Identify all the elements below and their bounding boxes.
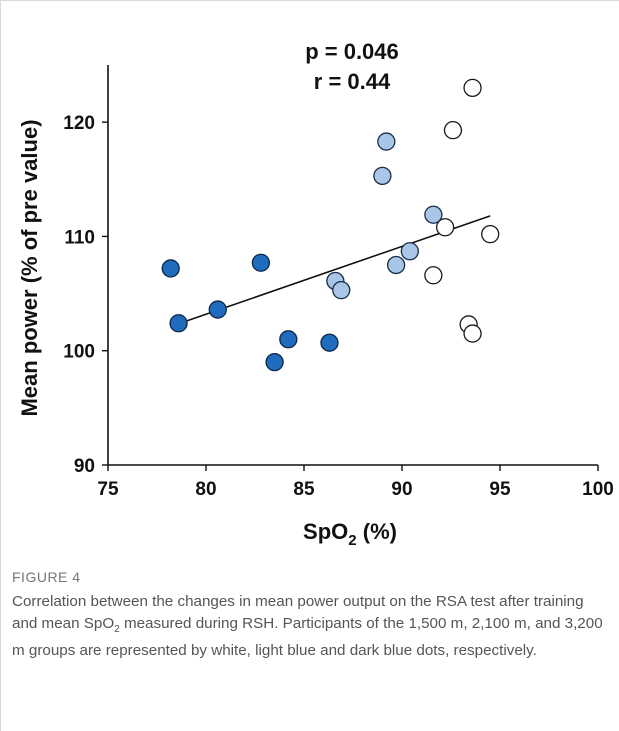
trendline-group — [176, 215, 491, 326]
data-point-series-2 — [400, 242, 419, 261]
top-border — [0, 0, 619, 1]
data-point-series-3 — [320, 333, 339, 352]
y-axis-title: Mean power (% of pre value) — [17, 119, 42, 416]
data-point-series-1 — [463, 78, 482, 98]
x-tick-label: 80 — [195, 479, 216, 500]
caption-text-after: measured during RSH. Participants of the… — [12, 614, 603, 660]
y-tick-label: 90 — [74, 456, 95, 477]
x-axis-title-main: SpO — [303, 519, 348, 544]
points-group — [161, 78, 500, 372]
data-point-series-2 — [424, 205, 443, 224]
x-axis-title: SpO2 (%) — [303, 519, 397, 549]
x-tick-label: 95 — [489, 479, 511, 500]
data-point-series-1 — [435, 218, 455, 237]
labels-group: p = 0.046 r = 0.44 SpO2 (%) Mean power (… — [17, 39, 399, 549]
data-point-series-3 — [251, 253, 271, 272]
data-point-series-2 — [377, 132, 396, 151]
p-value-annotation: p = 0.046 — [305, 39, 399, 64]
y-tick-label: 120 — [63, 113, 95, 134]
trend-line — [176, 215, 491, 326]
axes: 75 80 85 90 95 100 90 100 110 120 — [63, 65, 614, 500]
figure-label: FIGURE 4 — [12, 569, 81, 585]
data-point-series-3 — [169, 314, 188, 333]
figure-caption-text: Correlation between the changes in mean … — [12, 591, 607, 662]
x-tick-label: 100 — [582, 479, 614, 500]
data-point-series-2 — [386, 255, 406, 275]
data-point-series-3 — [279, 330, 298, 349]
data-point-series-3 — [161, 259, 180, 278]
caption-subscript: 2 — [114, 623, 120, 635]
scatter-chart: 75 80 85 90 95 100 90 100 110 120 p = 0.046 r = 0… — [17, 39, 614, 549]
figure-caption: FIGURE 4 Correlation between the changes… — [12, 569, 607, 662]
data-point-series-1 — [481, 224, 500, 244]
x-tick-label: 90 — [391, 479, 412, 500]
left-border — [0, 0, 1, 731]
x-axis-title-suffix: (%) — [357, 519, 397, 544]
data-point-series-1 — [443, 120, 463, 140]
data-point-series-1 — [463, 324, 482, 343]
data-point-series-2 — [332, 280, 351, 300]
x-tick-label: 75 — [97, 479, 119, 500]
data-point-series-2 — [373, 166, 392, 186]
y-tick-label: 110 — [64, 227, 95, 248]
x-axis-title-subscript: 2 — [348, 532, 356, 549]
caption-text-before: Correlation between the changes in mean … — [12, 593, 584, 632]
data-point-series-1 — [424, 266, 443, 285]
data-point-series-3 — [208, 300, 227, 319]
x-tick-label: 85 — [293, 479, 315, 500]
data-point-series-3 — [265, 352, 284, 372]
y-tick-label: 100 — [63, 342, 95, 363]
r-value-annotation: r = 0.44 — [314, 69, 391, 94]
